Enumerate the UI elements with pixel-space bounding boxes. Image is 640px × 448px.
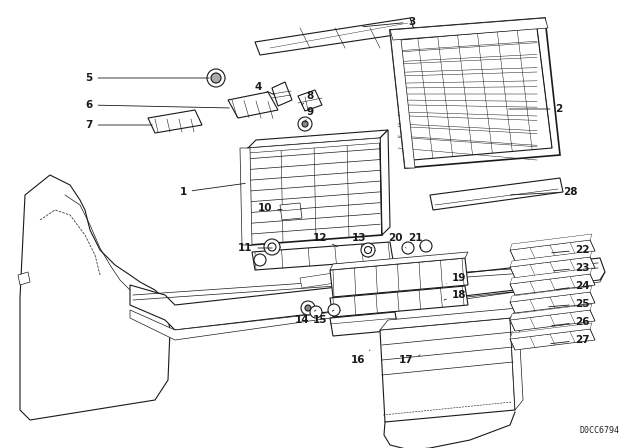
Polygon shape: [330, 312, 398, 336]
Text: 19: 19: [447, 273, 466, 284]
Polygon shape: [510, 329, 595, 350]
Polygon shape: [255, 18, 415, 55]
Circle shape: [302, 121, 308, 127]
Polygon shape: [298, 90, 322, 111]
Text: 10: 10: [258, 203, 282, 213]
Text: 9: 9: [305, 107, 314, 122]
Polygon shape: [390, 18, 548, 40]
Text: 3: 3: [363, 17, 415, 27]
Polygon shape: [248, 138, 380, 153]
Circle shape: [361, 243, 375, 257]
Circle shape: [211, 73, 221, 83]
Polygon shape: [330, 252, 468, 270]
Polygon shape: [280, 203, 302, 220]
Circle shape: [365, 246, 371, 254]
Polygon shape: [252, 242, 393, 270]
Circle shape: [301, 301, 315, 315]
Text: 23: 23: [554, 263, 589, 273]
Circle shape: [420, 240, 432, 252]
Polygon shape: [380, 308, 518, 330]
Polygon shape: [390, 18, 560, 168]
Text: D0CC6794: D0CC6794: [580, 426, 620, 435]
Polygon shape: [330, 286, 468, 317]
Text: 26: 26: [552, 317, 589, 327]
Text: 25: 25: [548, 299, 589, 309]
Polygon shape: [510, 308, 523, 410]
Circle shape: [298, 117, 312, 131]
Polygon shape: [130, 258, 605, 330]
Polygon shape: [510, 234, 592, 250]
Polygon shape: [380, 130, 390, 235]
Text: 28: 28: [511, 187, 577, 197]
Text: 21: 21: [408, 233, 422, 248]
Text: 6: 6: [85, 100, 229, 110]
Text: 12: 12: [313, 233, 337, 247]
Text: 11: 11: [237, 243, 272, 253]
Text: 22: 22: [552, 245, 589, 255]
Polygon shape: [228, 92, 278, 118]
Circle shape: [310, 306, 322, 318]
Polygon shape: [20, 175, 170, 420]
Polygon shape: [240, 148, 252, 245]
Text: 18: 18: [444, 290, 467, 300]
Polygon shape: [248, 130, 388, 148]
Text: 1: 1: [179, 183, 245, 197]
Polygon shape: [510, 304, 592, 320]
Polygon shape: [510, 323, 592, 339]
Text: 8: 8: [302, 91, 314, 105]
Circle shape: [254, 254, 266, 266]
Polygon shape: [355, 270, 397, 285]
Polygon shape: [390, 30, 415, 168]
Polygon shape: [510, 251, 592, 267]
Polygon shape: [398, 28, 552, 160]
Polygon shape: [130, 272, 605, 340]
Text: 20: 20: [388, 233, 406, 248]
Polygon shape: [300, 272, 342, 288]
Polygon shape: [510, 257, 595, 278]
Polygon shape: [510, 286, 592, 302]
Polygon shape: [272, 82, 292, 106]
Text: 27: 27: [551, 335, 589, 345]
Text: 17: 17: [399, 355, 420, 365]
Polygon shape: [430, 178, 563, 210]
Polygon shape: [510, 240, 595, 261]
Text: 16: 16: [351, 350, 370, 365]
Circle shape: [305, 305, 311, 311]
Text: 15: 15: [313, 310, 334, 325]
Polygon shape: [510, 268, 592, 284]
Circle shape: [402, 242, 414, 254]
Polygon shape: [380, 318, 515, 422]
Circle shape: [268, 243, 276, 251]
Text: 24: 24: [556, 281, 589, 291]
Text: 14: 14: [294, 310, 316, 325]
Text: 7: 7: [85, 120, 152, 130]
Polygon shape: [18, 272, 30, 285]
Polygon shape: [148, 110, 202, 133]
Circle shape: [328, 304, 340, 316]
Polygon shape: [248, 138, 382, 245]
Circle shape: [207, 69, 225, 87]
Polygon shape: [330, 258, 468, 297]
Text: 2: 2: [509, 104, 563, 114]
Circle shape: [264, 239, 280, 255]
Text: 5: 5: [85, 73, 209, 83]
Polygon shape: [510, 310, 595, 331]
Text: 13: 13: [352, 233, 372, 248]
Polygon shape: [510, 274, 595, 295]
Text: 4: 4: [254, 82, 275, 95]
Polygon shape: [510, 292, 595, 313]
